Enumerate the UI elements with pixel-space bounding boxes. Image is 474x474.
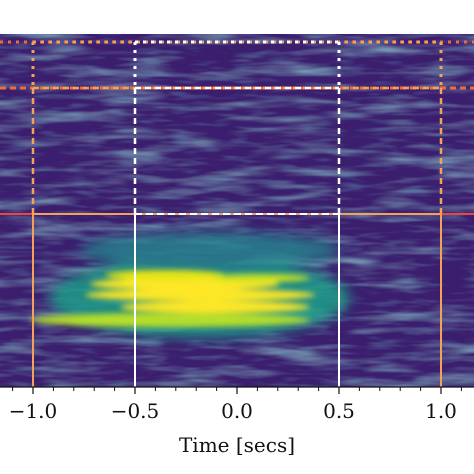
x-tick-label: −1.0	[9, 399, 58, 423]
plot-area	[0, 34, 474, 387]
signal-cluster	[30, 232, 350, 338]
signal-band	[120, 301, 310, 313]
signal-band	[105, 270, 225, 280]
x-axis-ticks: −1.0 −0.5 0.0 0.5 1.0	[9, 387, 462, 423]
x-tick-label: 0.5	[323, 399, 355, 423]
x-tick-label: −0.5	[111, 399, 160, 423]
signal-band	[30, 313, 310, 327]
x-tick-label: 1.0	[425, 399, 457, 423]
window-overlays	[31, 40, 443, 387]
signal-glow	[80, 232, 340, 268]
x-axis-label: Time [secs]	[179, 433, 295, 457]
signal-band	[210, 274, 310, 282]
x-tick-label: 0.0	[221, 399, 253, 423]
signal-band	[85, 289, 315, 301]
